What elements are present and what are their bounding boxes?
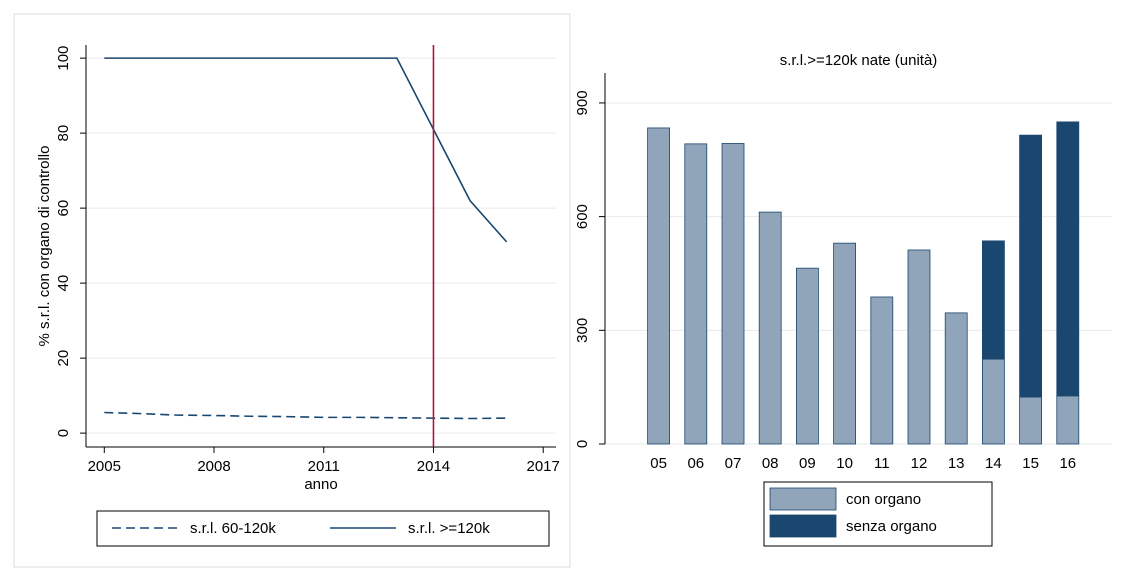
bar: [647, 127, 670, 445]
x-tick-label: 05: [650, 455, 667, 472]
panel-border: [13, 13, 571, 568]
legend-swatch: [769, 487, 837, 511]
x-tick-label: 2017: [527, 458, 560, 475]
legend-label: senza organo: [846, 518, 937, 535]
y-tick-label: 40: [55, 275, 72, 292]
line-series: [104, 57, 508, 243]
bar: [833, 242, 856, 445]
legend-label: s.r.l. 60-120k: [190, 520, 276, 537]
bar: [982, 240, 1005, 360]
legend-label: s.r.l. >=120k: [408, 520, 490, 537]
y-tick-label: 0: [55, 429, 72, 437]
bar: [870, 296, 894, 445]
x-tick-label: 07: [725, 455, 742, 472]
x-tick-label: 10: [836, 455, 853, 472]
bar: [721, 143, 745, 445]
bar: [944, 312, 968, 445]
bar: [1019, 396, 1042, 445]
chart-title: s.r.l.>=120k nate (unità): [780, 52, 938, 69]
x-tick-label: 09: [799, 455, 816, 472]
y-tick-label: 100: [55, 46, 72, 71]
legend-box: [763, 481, 993, 547]
x-tick-label: 13: [948, 455, 965, 472]
x-tick-label: 12: [911, 455, 928, 472]
y-axis-title: % s.r.l. con organo di controllo: [36, 146, 53, 347]
legend-label: con organo: [846, 491, 921, 508]
y-tick-label: 300: [574, 318, 591, 343]
bar: [907, 249, 931, 445]
x-tick-label: 2008: [197, 458, 230, 475]
bar: [684, 143, 708, 445]
x-axis-title: anno: [304, 476, 337, 493]
x-tick-label: 2014: [417, 458, 450, 475]
legend-swatch: [769, 514, 837, 538]
x-tick-label: 08: [762, 455, 779, 472]
x-tick-label: 15: [1022, 455, 1039, 472]
x-tick-label: 2005: [88, 458, 121, 475]
y-tick-label: 600: [574, 204, 591, 229]
x-tick-label: 11: [874, 455, 890, 472]
bar: [1019, 134, 1042, 398]
bar: [1056, 395, 1080, 445]
y-tick-label: 0: [574, 440, 591, 448]
x-tick-label: 06: [687, 455, 704, 472]
x-tick-label: 16: [1059, 455, 1076, 472]
bar: [796, 267, 819, 445]
bar: [758, 211, 782, 445]
x-tick-label: 2011: [308, 458, 340, 475]
y-tick-label: 900: [574, 90, 591, 115]
bar: [982, 358, 1005, 445]
y-tick-label: 80: [55, 125, 72, 142]
y-tick-label: 60: [55, 200, 72, 217]
x-tick-label: 14: [985, 455, 1002, 472]
legend-box: [96, 510, 550, 547]
y-tick-label: 20: [55, 350, 72, 367]
line-series: [104, 411, 507, 420]
bar: [1056, 121, 1080, 397]
